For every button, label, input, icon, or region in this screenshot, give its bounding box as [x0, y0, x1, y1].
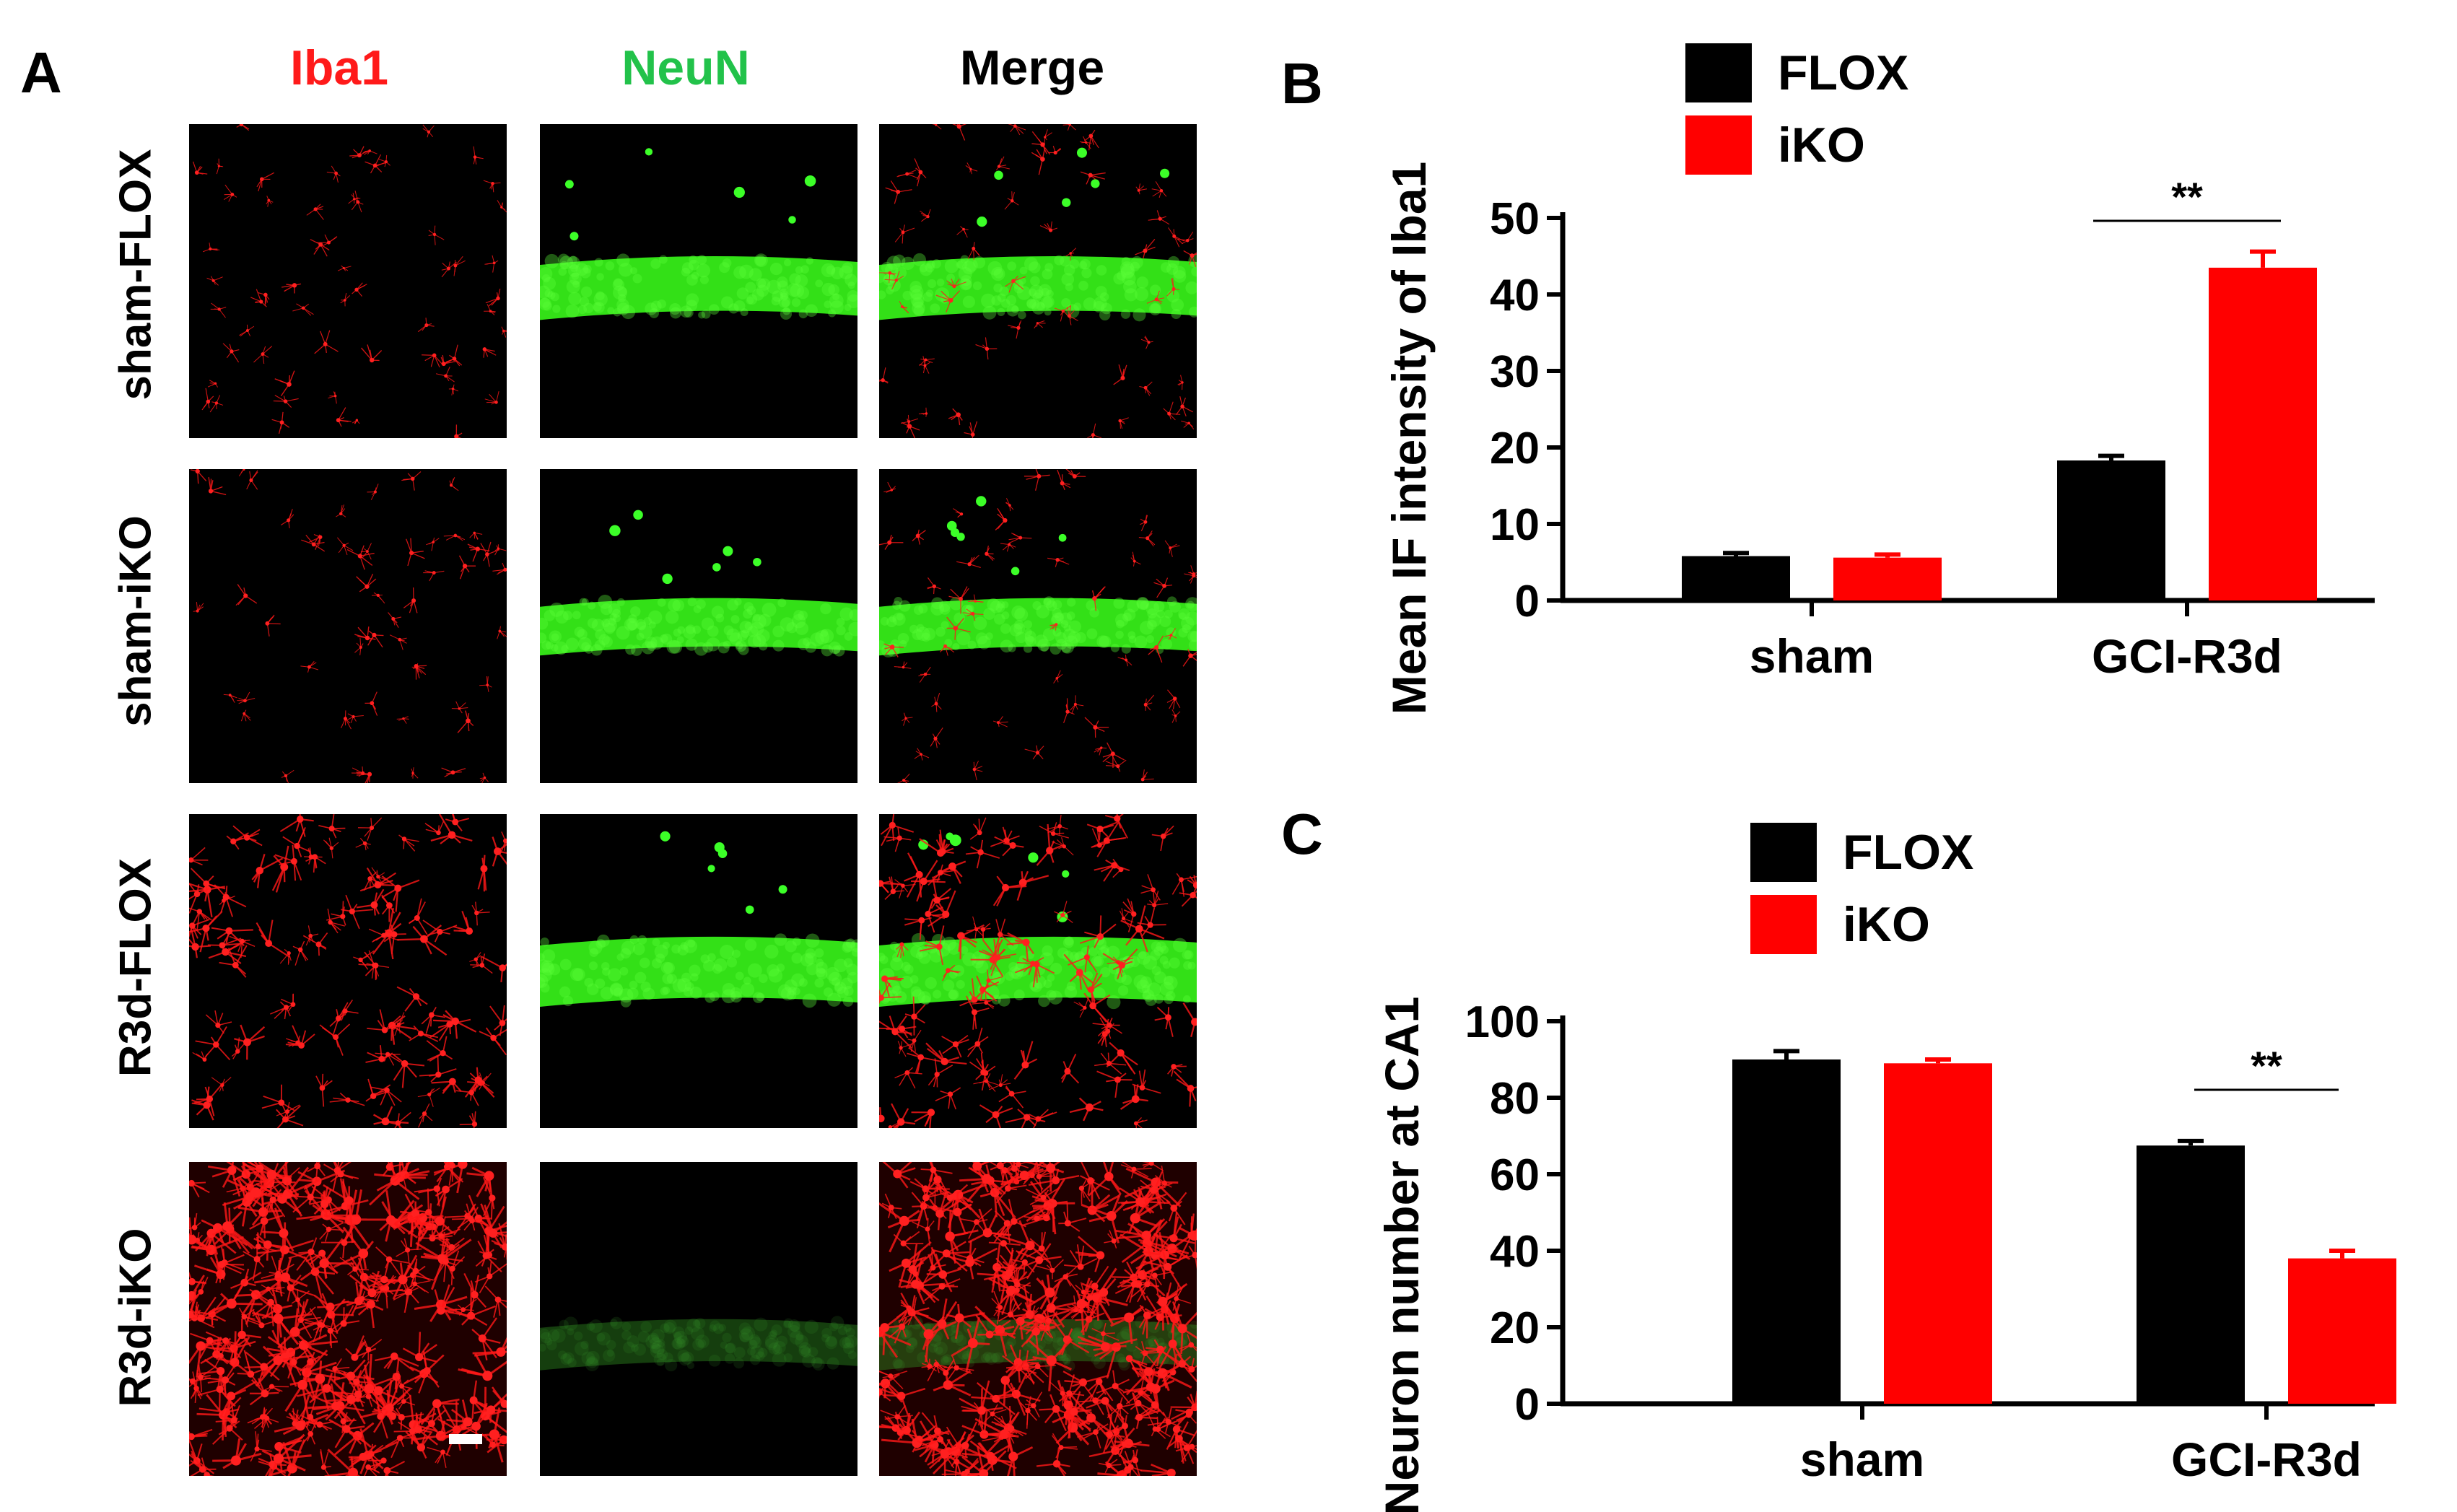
- panel-b-letter: B: [1281, 51, 1323, 115]
- micrograph-sham-iko-merge: [879, 469, 1197, 783]
- micrograph-r3d-flox-iba1: [189, 814, 507, 1128]
- micrograph-sham-flox-merge: [879, 124, 1197, 438]
- micrograph-sham-flox-neun: [540, 124, 857, 438]
- micrograph-r3d-iko-merge: [879, 1162, 1197, 1476]
- y-axis-title: Neuron number at CA1: [1375, 997, 1428, 1512]
- micrograph-r3d-flox-merge: [879, 814, 1197, 1128]
- bar-flox-gci-r3d: [2057, 460, 2165, 600]
- y-tick-label: 0: [1515, 577, 1540, 626]
- y-tick-label: 30: [1490, 347, 1540, 397]
- bar-iko-gci-r3d: [2288, 1258, 2396, 1404]
- x-tick-label-gci-r3d: GCI-R3d: [2092, 629, 2282, 683]
- y-tick-label: 60: [1490, 1150, 1540, 1200]
- panel-a-letter: A: [20, 40, 62, 105]
- bar-iko-gci-r3d: [2209, 267, 2317, 600]
- y-tick-label: 40: [1490, 1227, 1540, 1277]
- significance-marker: **: [2171, 174, 2203, 219]
- y-axis-title: Mean IF intensity of Iba1: [1382, 162, 1436, 715]
- micrograph-sham-iko-neun: [540, 469, 857, 783]
- bar-flox-sham: [1682, 556, 1790, 600]
- y-tick-label: 80: [1490, 1074, 1540, 1124]
- y-tick-label: 50: [1490, 194, 1540, 244]
- legend-label-iko: iKO: [1778, 118, 1865, 172]
- column-header-neun: NeuN: [621, 40, 750, 95]
- legend-swatch-flox: [1750, 823, 1817, 882]
- legend-label-iko: iKO: [1843, 897, 1930, 952]
- bar-flox-gci-r3d: [2137, 1145, 2245, 1404]
- y-tick-label: 20: [1490, 1303, 1540, 1353]
- micrograph-r3d-flox-neun: [540, 814, 857, 1128]
- panel-c-letter: C: [1281, 802, 1323, 866]
- bar-iko-sham: [1884, 1063, 1992, 1404]
- legend-swatch-iko: [1750, 895, 1817, 954]
- y-tick-label: 10: [1490, 500, 1540, 550]
- x-tick-label-sham: sham: [1800, 1433, 1924, 1486]
- column-header-iba1: Iba1: [289, 40, 389, 95]
- y-tick-label: 40: [1490, 271, 1540, 320]
- micrograph-sham-flox-iba1: [189, 124, 507, 438]
- legend-swatch-flox: [1685, 43, 1752, 102]
- micrograph-r3d-iko-iba1: [189, 1162, 507, 1476]
- y-tick-label: 0: [1515, 1380, 1540, 1430]
- y-tick-label: 100: [1465, 997, 1540, 1047]
- y-tick-label: 20: [1490, 424, 1540, 473]
- column-header-merge: Merge: [959, 40, 1105, 95]
- significance-marker: **: [2251, 1043, 2282, 1088]
- legend-swatch-iko: [1685, 115, 1752, 175]
- micrograph-sham-iko-iba1: [189, 469, 507, 783]
- scale-bar: [449, 1434, 482, 1444]
- bar-flox-sham: [1732, 1059, 1841, 1404]
- bar-iko-sham: [1833, 557, 1942, 600]
- micrograph-r3d-iko-neun: [540, 1162, 857, 1476]
- x-tick-label-gci-r3d: GCI-R3d: [2171, 1433, 2362, 1486]
- legend-label-flox: FLOX: [1778, 45, 1908, 100]
- x-tick-label-sham: sham: [1750, 629, 1874, 683]
- legend-label-flox: FLOX: [1843, 825, 1973, 880]
